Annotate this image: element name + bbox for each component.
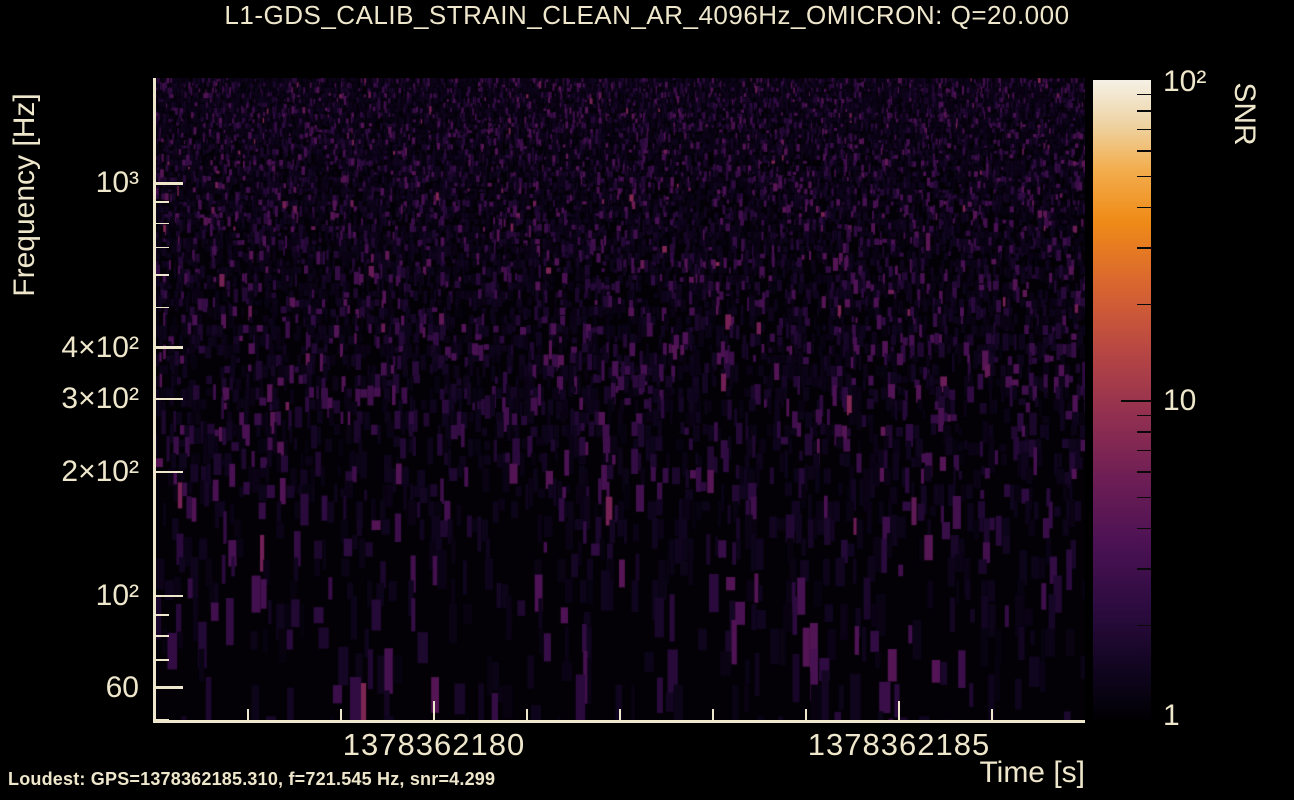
- colorbar-minor-tick: [1137, 206, 1151, 209]
- y-major-tick: [155, 470, 183, 473]
- colorbar-minor-tick: [1137, 93, 1151, 96]
- colorbar-minor-tick: [1137, 303, 1151, 306]
- colorbar-tick-label: 10²: [1163, 65, 1207, 98]
- y-major-tick: [155, 594, 183, 598]
- y-minor-tick: [155, 614, 169, 616]
- y-minor-tick: [155, 659, 169, 661]
- x-minor-tick: [991, 709, 993, 722]
- y-minor-tick: [155, 222, 169, 225]
- x-major-tick: [897, 701, 901, 722]
- y-minor-tick: [155, 274, 169, 276]
- x-tick-label: 1378362180: [342, 727, 526, 762]
- y-axis-tick-labels: 10³ 4×10² 3×10² 2×10² 10² 60: [0, 0, 147, 800]
- y-axis-spine: [153, 78, 156, 723]
- y-tick-label: 4×10²: [61, 330, 139, 364]
- y-tick-label: 60: [105, 670, 139, 704]
- x-axis-spine: [153, 720, 1085, 723]
- colorbar-tick-label: 10: [1163, 384, 1197, 417]
- y-major-tick: [155, 686, 183, 689]
- x-minor-tick: [340, 709, 342, 722]
- y-major-tick: [155, 182, 183, 185]
- colorbar-minor-tick: [1137, 247, 1151, 249]
- colorbar-major-tick: [1121, 399, 1151, 403]
- plot-title: L1-GDS_CALIB_STRAIN_CLEAN_AR_4096Hz_OMIC…: [224, 0, 1070, 30]
- colorbar-minor-tick: [1137, 449, 1151, 452]
- plot-area: [155, 78, 1085, 722]
- x-minor-tick: [712, 709, 714, 722]
- y-minor-tick: [155, 306, 169, 309]
- y-minor-tick: [155, 201, 169, 203]
- spectrogram-canvas: [155, 78, 1085, 722]
- x-major-tick: [432, 701, 436, 722]
- colorbar-minor-tick: [1137, 527, 1151, 530]
- colorbar-minor-tick: [1137, 175, 1151, 178]
- y-major-tick: [155, 346, 183, 349]
- x-minor-tick: [805, 709, 807, 722]
- x-axis-label: Time [s]: [979, 756, 1085, 789]
- colorbar-minor-tick: [1137, 128, 1151, 131]
- y-tick-label: 10³: [95, 166, 139, 200]
- x-minor-tick: [247, 709, 249, 722]
- y-major-tick: [155, 397, 183, 401]
- colorbar-axis-label: SNR: [1228, 82, 1261, 146]
- y-tick-label: 10²: [95, 578, 139, 612]
- x-minor-tick: [526, 709, 528, 722]
- y-minor-tick: [155, 246, 169, 248]
- x-tick-label: 1378362185: [807, 727, 991, 762]
- colorbar-minor-tick: [1137, 414, 1151, 417]
- x-minor-tick: [619, 709, 621, 722]
- colorbar-minor-tick: [1137, 431, 1151, 433]
- y-tick-label: 3×10²: [61, 382, 139, 416]
- y-minor-tick: [155, 719, 169, 721]
- colorbar-minor-tick: [1137, 110, 1151, 112]
- colorbar-minor-tick: [1137, 496, 1151, 499]
- y-minor-tick: [155, 635, 169, 637]
- loudest-event-text: Loudest: GPS=1378362185.310, f=721.545 H…: [8, 769, 496, 789]
- y-tick-label: 2×10²: [61, 454, 139, 488]
- colorbar-minor-tick: [1137, 624, 1151, 627]
- colorbar-tick-label: 1: [1163, 699, 1180, 732]
- colorbar-minor-tick: [1137, 568, 1151, 570]
- colorbar-minor-tick: [1137, 471, 1151, 473]
- colorbar-minor-tick: [1137, 150, 1151, 152]
